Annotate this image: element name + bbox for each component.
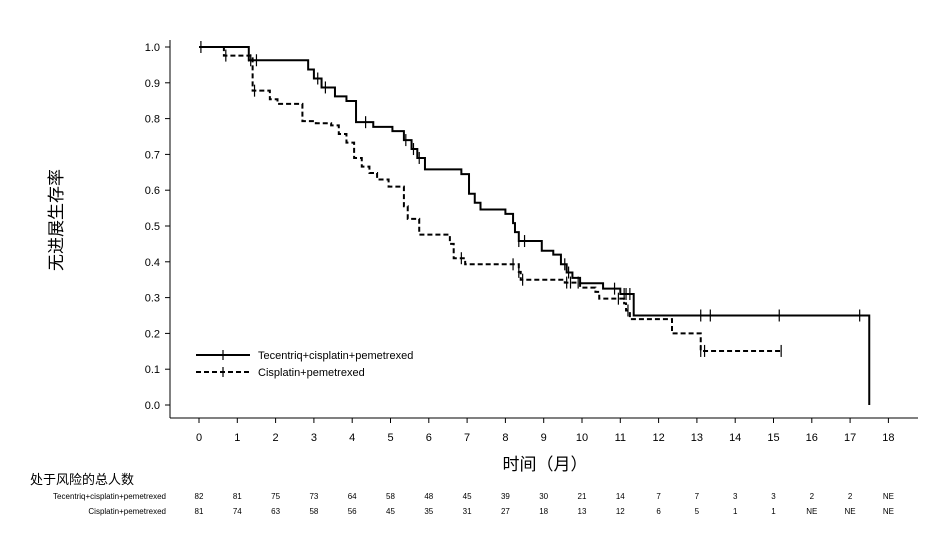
risk-table-cell: 75 [271, 492, 280, 501]
series-line-tecentriq [199, 46, 871, 405]
series-layer [199, 41, 871, 405]
risk-table-cell: 81 [233, 492, 242, 501]
risk-table-cell: 58 [386, 492, 395, 501]
risk-table-cell: 58 [309, 507, 318, 516]
risk-table-cell: 35 [424, 507, 433, 516]
risk-row-name-tecentriq: Tecentriq+cisplatin+pemetrexed [53, 492, 166, 501]
x-tick-label: 17 [844, 432, 856, 444]
risk-table-cell: 31 [463, 507, 472, 516]
x-tick-label: 1 [234, 432, 240, 444]
risk-table-cell: 3 [733, 492, 738, 501]
y-tick-label: 0.8 [145, 114, 160, 126]
risk-table-title: 处于风险的总人数 [30, 472, 134, 488]
x-tick-label: 6 [426, 432, 432, 444]
x-tick-label: 9 [541, 432, 547, 444]
x-tick-label: 15 [767, 432, 779, 444]
risk-table-cell: 12 [616, 507, 625, 516]
risk-table-cell: 6 [656, 507, 661, 516]
legend-label-cisplatin: Cisplatin+pemetrexed [258, 367, 365, 379]
x-tick-label: 5 [387, 432, 393, 444]
x-tick-label: 4 [349, 432, 355, 444]
x-tick-label: 2 [273, 432, 279, 444]
risk-table-cell: 81 [195, 507, 204, 516]
risk-table-cell: 5 [695, 507, 700, 516]
y-tick-label: 0.1 [145, 364, 160, 376]
risk-table-cell: 63 [271, 507, 280, 516]
y-axis-title: 无进展生存率 [47, 169, 67, 271]
risk-table-cell: 21 [578, 492, 587, 501]
risk-table-cell: 14 [616, 492, 625, 501]
y-tick-label: 0.2 [145, 328, 160, 340]
risk-table-cell: 45 [386, 507, 395, 516]
risk-table-cell: 64 [348, 492, 357, 501]
risk-table-cell: 7 [695, 492, 700, 501]
y-tick-label: 0.3 [145, 293, 160, 305]
y-tick-label: 0.5 [145, 221, 160, 233]
x-tick-label: 12 [652, 432, 664, 444]
x-tick-label: 13 [691, 432, 703, 444]
risk-table-cell: 2 [848, 492, 853, 501]
risk-table-cell: 73 [309, 492, 318, 501]
y-tick-label: 0.4 [145, 257, 160, 269]
x-tick-label: 16 [806, 432, 818, 444]
x-tick-label: 8 [502, 432, 508, 444]
x-tick-label: 0 [196, 432, 202, 444]
risk-table-cell: 27 [501, 507, 510, 516]
risk-table-cell: NE [883, 492, 894, 501]
x-tick-labels: 0 1 2 3 4 5 6 7 8 9 10 11 12 13 14 15 16 17 18 [196, 418, 895, 444]
y-tick-label: 0.7 [145, 149, 160, 161]
risk-table-cell: NE [845, 507, 856, 516]
y-tick-label: 1.0 [145, 42, 160, 54]
y-tick-label: 0.0 [145, 400, 160, 412]
risk-row-name-cisplatin: Cisplatin+pemetrexed [88, 507, 166, 516]
risk-table-cell: 45 [463, 492, 472, 501]
risk-table-cell: 18 [539, 507, 548, 516]
risk-table-cell: 48 [424, 492, 433, 501]
risk-table-cell: 13 [578, 507, 587, 516]
y-tick-labels: 0.0 0.1 0.2 0.3 0.4 0.5 0.6 0.7 0.8 0.9 1.0 [145, 42, 170, 412]
risk-table-cell: 2 [810, 492, 815, 501]
risk-table-cell: 1 [771, 507, 776, 516]
risk-table-cell: NE [806, 507, 817, 516]
risk-table-cell: 7 [656, 492, 661, 501]
risk-table-cell: 3 [771, 492, 776, 501]
x-tick-label: 10 [576, 432, 588, 444]
legend-label-tecentriq: Tecentriq+cisplatin+pemetrexed [258, 350, 413, 362]
y-tick-label: 0.9 [145, 78, 160, 90]
risk-table-cell: 1 [733, 507, 738, 516]
x-tick-label: 14 [729, 432, 741, 444]
risk-table-cell: 56 [348, 507, 357, 516]
x-tick-label: 7 [464, 432, 470, 444]
risk-table-cell: 74 [233, 507, 242, 516]
legend: Tecentriq+cisplatin+pemetrexed Cisplatin… [196, 350, 413, 379]
risk-table-cell: NE [883, 507, 894, 516]
x-tick-label: 18 [882, 432, 894, 444]
x-axis-title: 时间（月） [503, 455, 588, 475]
series-line-cisplatin [199, 46, 782, 352]
y-tick-label: 0.6 [145, 185, 160, 197]
risk-table-cell: 30 [539, 492, 548, 501]
risk-table-cell: 82 [195, 492, 204, 501]
x-tick-label: 11 [615, 432, 626, 444]
x-tick-label: 3 [311, 432, 317, 444]
risk-table-cell: 39 [501, 492, 510, 501]
